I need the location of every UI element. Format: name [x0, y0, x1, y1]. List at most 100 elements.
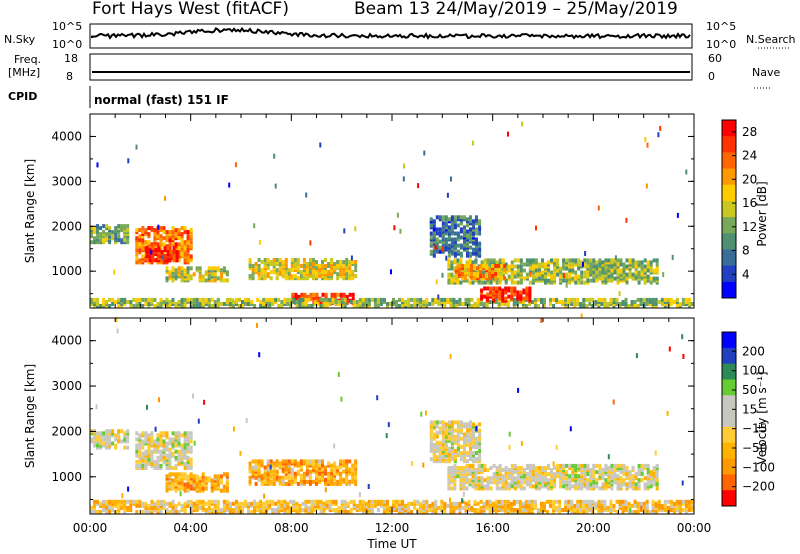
data-cell: [480, 476, 484, 481]
data-cell: [174, 466, 178, 470]
data-cell: [476, 508, 480, 512]
data-cell: [144, 501, 148, 506]
data-cell: [219, 274, 223, 279]
data-cell: [577, 466, 581, 470]
data-cell: [497, 274, 501, 279]
data-cell: [643, 476, 647, 481]
scatter-point: [135, 144, 138, 150]
data-cell: [607, 278, 611, 283]
data-cell: [168, 455, 172, 460]
data-cell: [257, 258, 261, 262]
data-cell: [352, 499, 356, 504]
data-cell: [646, 268, 650, 273]
data-cell: [147, 457, 151, 462]
data-cell: [213, 274, 217, 279]
data-cell: [655, 266, 659, 271]
data-cell: [478, 449, 482, 453]
data-cell: [564, 505, 568, 510]
data-cell: [651, 300, 655, 304]
data-cell: [165, 234, 169, 239]
data-cell: [466, 428, 469, 433]
nsky-trace: [91, 26, 691, 40]
data-cell: [147, 510, 151, 514]
data-cell: [600, 505, 604, 510]
data-cell: [468, 466, 472, 470]
data-cell: [275, 268, 279, 273]
data-cell: [478, 249, 482, 254]
data-cell: [296, 481, 300, 486]
data-cell: [346, 510, 350, 514]
data-cell: [183, 274, 187, 279]
data-cell: [465, 466, 469, 470]
data-cell: [546, 499, 549, 504]
data-cell: [510, 468, 514, 472]
data-cell: [419, 508, 423, 512]
data-cell: [422, 300, 426, 304]
data-cell: [607, 480, 611, 485]
data-cell: [361, 505, 365, 510]
scatter-point: [417, 183, 420, 189]
data-cell: [298, 508, 302, 512]
data-cell: [204, 476, 208, 481]
data-cell: [386, 508, 389, 512]
data-cell: [633, 304, 637, 308]
data-cell: [637, 470, 641, 475]
data-cell: [293, 276, 297, 281]
data-cell: [469, 434, 472, 439]
data-cell: [195, 508, 199, 512]
data-cell: [312, 461, 315, 466]
data-cell: [250, 501, 254, 506]
data-cell: [183, 476, 187, 481]
data-cell: [480, 484, 484, 489]
data-cell: [450, 466, 454, 470]
data-cell: [489, 480, 493, 485]
power-data-layer: [90, 121, 694, 308]
data-cell: [162, 449, 166, 454]
data-cell: [547, 472, 550, 477]
data-cell: [165, 441, 169, 446]
data-cell: [628, 270, 632, 275]
data-cell: [251, 467, 255, 472]
data-cell: [275, 469, 279, 474]
data-cell: [145, 254, 149, 259]
data-cell: [486, 468, 490, 472]
data-cell: [333, 461, 337, 466]
data-cell: [489, 258, 493, 263]
data-cell: [290, 461, 294, 466]
data-cell: [278, 461, 282, 466]
data-cell: [438, 227, 442, 232]
data-cell: [177, 435, 181, 440]
data-cell: [312, 467, 315, 472]
data-cell: [453, 219, 457, 224]
data-cell: [99, 503, 103, 508]
data-cell: [296, 266, 300, 271]
data-cell: [651, 505, 655, 510]
data-cell: [459, 280, 463, 285]
data-cell: [257, 471, 261, 476]
data-cell: [241, 300, 244, 304]
data-cell: [435, 430, 439, 435]
data-cell: [330, 264, 334, 268]
data-cell: [550, 274, 553, 279]
data-cell: [431, 503, 435, 508]
data-cell: [135, 443, 139, 448]
data-cell: [180, 474, 184, 479]
data-cell: [111, 503, 115, 508]
data-cell: [333, 262, 337, 266]
data-cell: [552, 503, 556, 508]
data-cell: [339, 481, 343, 486]
data-cell: [441, 424, 445, 429]
data-cell: [348, 459, 352, 464]
data-cell: [342, 459, 346, 464]
data-cell: [192, 508, 196, 512]
data-cell: [272, 258, 276, 262]
data-cell: [586, 478, 590, 483]
data-cell: [428, 302, 432, 306]
scatter-point: [584, 251, 587, 256]
data-cell: [231, 304, 235, 308]
data-cell: [376, 499, 380, 504]
data-cell: [171, 266, 175, 271]
data-cell: [628, 274, 632, 279]
data-cell: [349, 300, 353, 304]
data-cell: [469, 420, 472, 425]
